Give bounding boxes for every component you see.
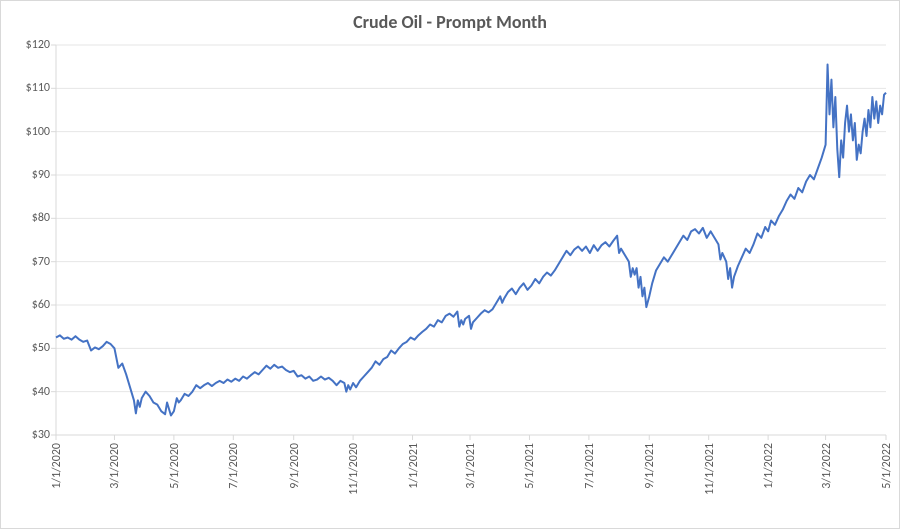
x-tick-label: 11/1/2021 (703, 443, 717, 495)
x-tick-label: 1/1/2020 (50, 443, 64, 489)
plot-area: $30$40$50$60$70$80$90$100$110$1201/1/202… (56, 45, 886, 435)
x-tick-label: 9/1/2020 (288, 443, 302, 489)
y-tick-label: $90 (32, 168, 56, 182)
y-tick-label: $110 (26, 81, 56, 95)
chart-container: Crude Oil - Prompt Month $30$40$50$60$70… (0, 0, 900, 529)
y-tick-label: $50 (32, 341, 56, 355)
x-tick-label: 9/1/2021 (643, 443, 657, 489)
y-tick-label: $70 (32, 255, 56, 269)
y-tick-label: $120 (26, 38, 56, 52)
x-tick-label: 5/1/2020 (168, 443, 182, 489)
x-tick-label: 1/1/2021 (407, 443, 421, 489)
y-tick-label: $80 (32, 211, 56, 225)
series-line (56, 65, 886, 416)
y-tick-label: $40 (32, 385, 56, 399)
chart-title: Crude Oil - Prompt Month (1, 11, 899, 33)
x-tick-label: 1/1/2022 (762, 443, 776, 489)
x-tick-label: 11/1/2020 (347, 443, 361, 495)
x-tick-label: 5/1/2022 (880, 443, 894, 489)
plot-svg (56, 45, 886, 435)
x-tick-label: 3/1/2020 (108, 443, 122, 489)
y-tick-label: $60 (32, 298, 56, 312)
x-tick-label: 3/1/2022 (820, 443, 834, 489)
x-tick-label: 7/1/2021 (583, 443, 597, 489)
y-tick-label: $30 (32, 428, 56, 442)
y-tick-label: $100 (26, 125, 56, 139)
x-tick-label: 7/1/2020 (227, 443, 241, 489)
x-tick-label: 5/1/2021 (523, 443, 537, 489)
x-tick-label: 3/1/2021 (464, 443, 478, 489)
